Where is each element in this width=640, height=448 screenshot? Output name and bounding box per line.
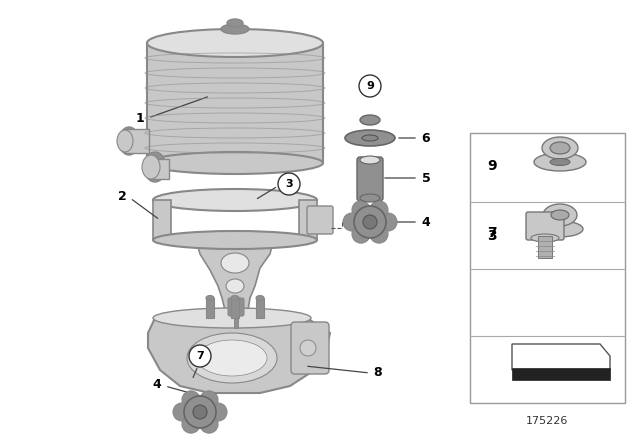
Ellipse shape — [360, 156, 380, 164]
Bar — [206, 298, 214, 318]
Circle shape — [209, 403, 227, 421]
Circle shape — [363, 215, 377, 229]
Ellipse shape — [231, 296, 239, 301]
Bar — [256, 298, 264, 318]
Circle shape — [379, 213, 397, 231]
Ellipse shape — [221, 253, 249, 273]
Ellipse shape — [119, 127, 139, 155]
FancyBboxPatch shape — [526, 212, 564, 240]
Ellipse shape — [345, 130, 395, 146]
Text: 7: 7 — [196, 351, 204, 361]
Text: 8: 8 — [374, 366, 382, 379]
Ellipse shape — [147, 29, 323, 57]
Text: 7: 7 — [487, 226, 497, 240]
Circle shape — [200, 391, 218, 409]
Ellipse shape — [537, 221, 583, 237]
Circle shape — [300, 340, 316, 356]
Circle shape — [354, 206, 386, 238]
Bar — [538, 236, 552, 258]
Ellipse shape — [534, 153, 586, 171]
Ellipse shape — [362, 135, 378, 141]
Polygon shape — [196, 238, 274, 310]
Text: 3: 3 — [487, 229, 497, 243]
Bar — [151, 159, 169, 179]
Text: 1: 1 — [136, 112, 145, 125]
Text: 9: 9 — [487, 159, 497, 173]
Circle shape — [352, 225, 370, 243]
Ellipse shape — [226, 279, 244, 293]
Ellipse shape — [543, 204, 577, 226]
Circle shape — [343, 213, 361, 231]
Ellipse shape — [117, 130, 133, 152]
Text: 3: 3 — [285, 179, 293, 189]
Circle shape — [370, 201, 388, 219]
Text: 9: 9 — [366, 81, 374, 91]
Ellipse shape — [256, 296, 264, 301]
Ellipse shape — [221, 24, 249, 34]
Polygon shape — [148, 318, 330, 393]
Text: 6: 6 — [422, 132, 430, 145]
Ellipse shape — [360, 115, 380, 125]
Bar — [147, 43, 323, 163]
Ellipse shape — [187, 333, 277, 383]
Bar — [153, 200, 171, 240]
Ellipse shape — [147, 152, 323, 174]
Bar — [231, 298, 239, 318]
Ellipse shape — [550, 159, 570, 165]
Bar — [234, 310, 238, 328]
Circle shape — [200, 415, 218, 433]
Circle shape — [359, 75, 381, 97]
Bar — [125, 129, 149, 153]
Circle shape — [352, 201, 370, 219]
Ellipse shape — [153, 308, 311, 328]
Text: 4: 4 — [152, 378, 161, 391]
Circle shape — [193, 405, 207, 419]
Ellipse shape — [550, 142, 570, 154]
Text: 5: 5 — [422, 172, 430, 185]
Circle shape — [184, 396, 216, 428]
Polygon shape — [512, 344, 610, 370]
Bar — [470, 133, 625, 403]
Ellipse shape — [227, 19, 243, 27]
Circle shape — [182, 391, 200, 409]
Text: 4: 4 — [422, 215, 430, 228]
Bar — [299, 200, 317, 240]
Circle shape — [370, 225, 388, 243]
Ellipse shape — [360, 194, 380, 202]
Ellipse shape — [153, 189, 317, 211]
Ellipse shape — [153, 231, 317, 249]
FancyBboxPatch shape — [357, 157, 383, 201]
Ellipse shape — [142, 155, 160, 179]
Ellipse shape — [197, 340, 267, 376]
FancyBboxPatch shape — [307, 206, 333, 234]
Circle shape — [189, 345, 211, 367]
Ellipse shape — [531, 234, 559, 242]
FancyBboxPatch shape — [291, 322, 329, 374]
Ellipse shape — [551, 210, 569, 220]
Circle shape — [182, 415, 200, 433]
Text: 175226: 175226 — [526, 416, 568, 426]
Circle shape — [278, 173, 300, 195]
FancyBboxPatch shape — [228, 298, 244, 316]
Ellipse shape — [542, 137, 578, 159]
Circle shape — [173, 403, 191, 421]
Bar — [512, 368, 610, 380]
Ellipse shape — [206, 296, 214, 301]
Ellipse shape — [144, 152, 166, 182]
Text: 2: 2 — [118, 190, 126, 202]
